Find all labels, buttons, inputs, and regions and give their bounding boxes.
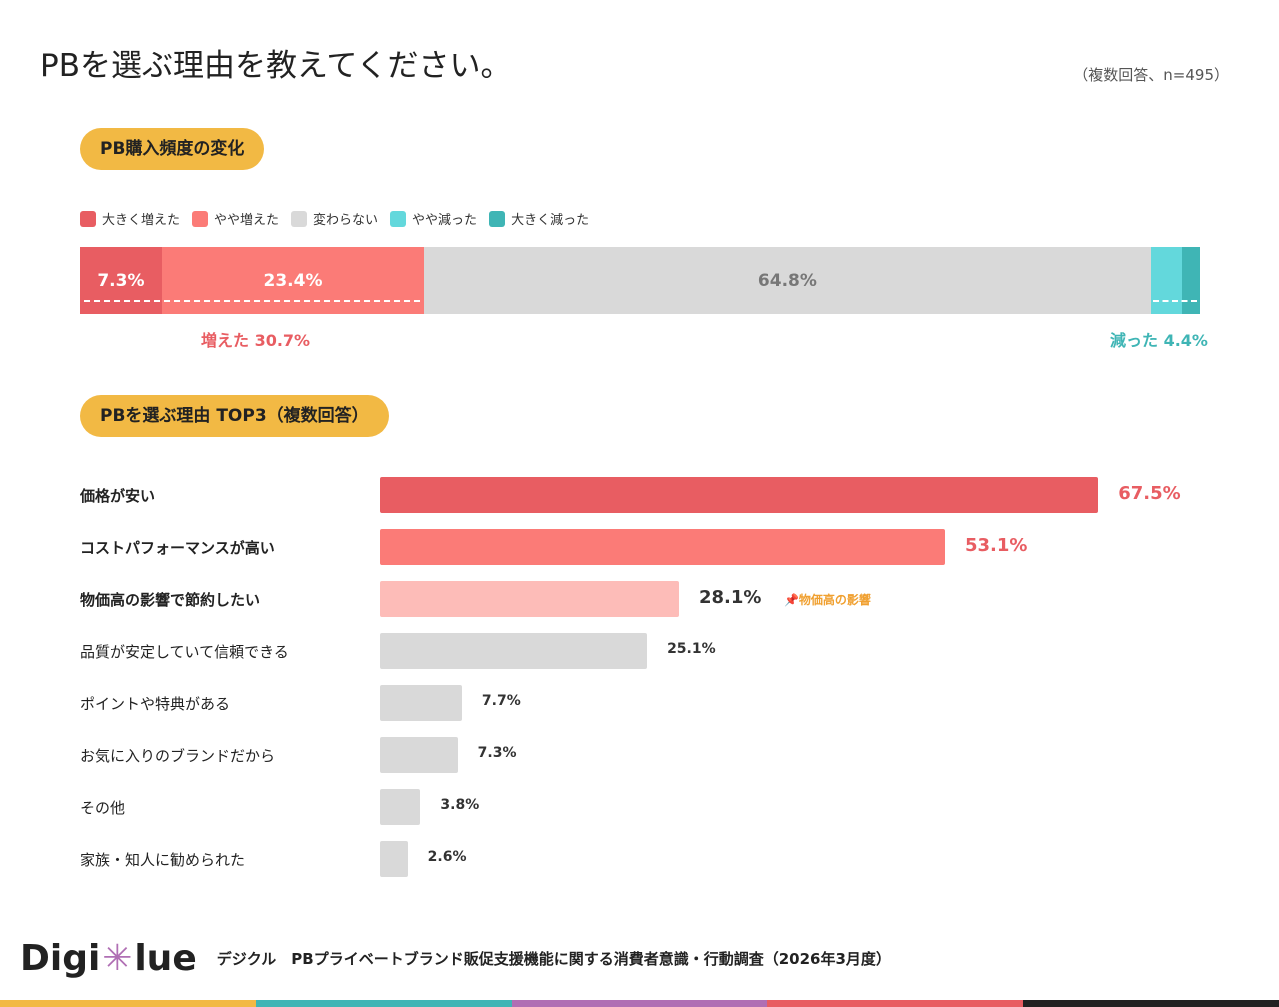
- bar-row: 家族・知人に勧められた 2.6%: [80, 841, 1230, 877]
- legend-swatch: [192, 210, 209, 227]
- legend-item: 大きく減った: [489, 209, 589, 228]
- bar-category-label: お気に入りのブランドだから: [80, 747, 276, 765]
- bar-row: お気に入りのブランドだから 7.3%: [80, 737, 1230, 773]
- bar: [380, 789, 421, 825]
- highlight-tag: 物価高の影響: [798, 593, 871, 607]
- bar: [380, 685, 462, 721]
- legend-item: 大きく増えた: [80, 209, 180, 228]
- bar-value-label: 53.1%: [964, 535, 1028, 556]
- legend-label: 変わらない: [313, 213, 379, 228]
- color-stripe: [0, 1000, 1279, 1007]
- digiclue-logo: Digi ✳ lue: [20, 938, 197, 979]
- stack-segment: 64.8%: [424, 247, 1151, 314]
- legend-label: やや増えた: [214, 213, 280, 228]
- stack-segment: 23.4%: [161, 247, 425, 314]
- bar-row: その他 3.8%: [80, 789, 1230, 825]
- legend-swatch: [489, 210, 506, 227]
- bar-category-label: 家族・知人に勧められた: [80, 851, 246, 869]
- legend-swatch: [80, 210, 96, 227]
- stripe-segment: [1023, 1000, 1279, 1007]
- stripe-segment: [255, 1000, 512, 1007]
- bar-category-label: ポイントや特典がある: [80, 695, 231, 713]
- bar-category-label: その他: [80, 799, 126, 817]
- bar-category-label: 価格が安い: [80, 487, 156, 505]
- bar: [380, 581, 679, 617]
- bar: [380, 529, 945, 565]
- bar: [380, 477, 1099, 513]
- section-pill-frequency: PB購入頻度の変化: [80, 128, 265, 170]
- legend-label: 大きく減った: [511, 213, 590, 228]
- bar-value-label: 28.1%: [698, 587, 762, 608]
- legend-label: やや減った: [412, 213, 478, 228]
- footer-text: デジクル PBプライベートブランド販促支援機能に関する消費者意識・行動調査（20…: [216, 950, 891, 968]
- stripe-segment: [0, 1000, 256, 1007]
- legend-item: やや増えた: [192, 209, 279, 228]
- pushpin-icon: 📌: [783, 593, 799, 607]
- bar-row: 物価高の影響で節約したい 28.1% 📌物価高の影響: [80, 581, 1230, 617]
- stack-segment: [1150, 247, 1183, 314]
- increase-arrow: [84, 300, 420, 302]
- legend-item: やや減った: [390, 209, 477, 228]
- bar-category-label: コストパフォーマンスが高い: [80, 539, 275, 557]
- bar-row: 価格が安い 67.5%: [80, 477, 1230, 513]
- bar-value-label: 67.5%: [1118, 483, 1181, 504]
- stack-segment: 7.3%: [80, 247, 162, 314]
- bar: [380, 633, 648, 669]
- bar-value-label: 25.1%: [667, 641, 716, 657]
- bar-value-label: 3.8%: [440, 797, 480, 813]
- bar-row: コストパフォーマンスが高い 53.1%: [80, 529, 1230, 565]
- section-pill-reasons: PBを選ぶ理由 TOP3（複数回答）: [80, 395, 389, 437]
- page-title: PBを選ぶ理由を教えてください。: [40, 48, 512, 84]
- footer: Digi ✳ lue デジクル PBプライベートブランド販促支援機能に関する消費者意…: [20, 938, 891, 979]
- bar-category-label: 物価高の影響で節約したい: [80, 591, 261, 609]
- logo-mark-icon: ✳: [102, 938, 133, 979]
- legend: 大きく増えた やや増えた 変わらない やや減った 大きく減った: [80, 209, 589, 228]
- decrease-total: 減った 4.4%: [1110, 331, 1208, 350]
- sample-note: （複数回答、n=495）: [1073, 66, 1229, 84]
- increase-total: 増えた 30.7%: [201, 331, 311, 350]
- stacked-bar: 7.3% 23.4% 64.8%: [80, 247, 1200, 314]
- legend-label: 大きく増えた: [102, 213, 181, 228]
- bar-row: ポイントや特典がある 7.7%: [80, 685, 1230, 721]
- legend-swatch: [291, 210, 308, 227]
- stack-segment: [1182, 247, 1200, 314]
- bar: [380, 737, 458, 773]
- bar: [380, 841, 408, 877]
- stripe-segment: [511, 1000, 768, 1007]
- stripe-segment: [767, 1000, 1024, 1007]
- bar-category-label: 品質が安定していて信頼できる: [80, 643, 289, 661]
- bar-row: 品質が安定していて信頼できる 25.1%: [80, 633, 1230, 669]
- legend-item: 変わらない: [291, 209, 378, 228]
- legend-swatch: [390, 210, 407, 227]
- decrease-arrow: [1153, 300, 1197, 302]
- bar-value-label: 7.7%: [481, 693, 521, 709]
- bar-value-label: 2.6%: [427, 849, 467, 865]
- bar-value-label: 7.3%: [477, 745, 517, 761]
